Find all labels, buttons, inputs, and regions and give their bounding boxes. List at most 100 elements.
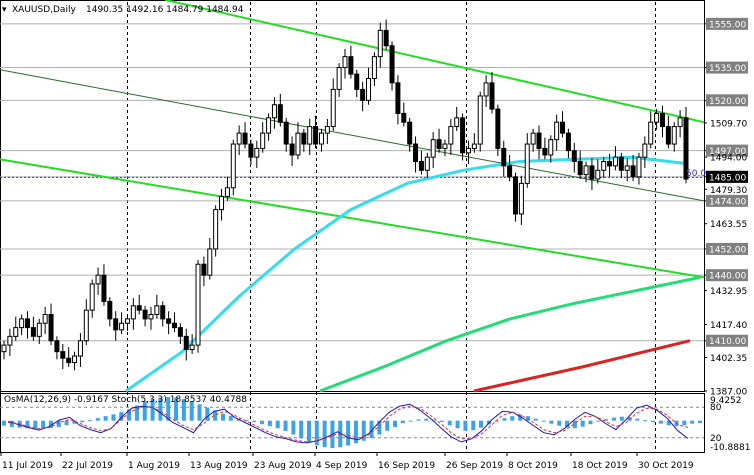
candle-body[interactable] (1, 344, 7, 353)
candle-body[interactable] (283, 121, 289, 145)
candle-body[interactable] (166, 318, 172, 324)
candle-body[interactable] (289, 143, 295, 156)
candle-body[interactable] (442, 143, 448, 149)
candle-body[interactable] (360, 88, 366, 101)
candle-body[interactable] (277, 104, 283, 123)
candle-body[interactable] (183, 335, 189, 350)
candle-body[interactable] (448, 126, 454, 145)
candle-body[interactable] (348, 56, 354, 75)
candle-body[interactable] (42, 314, 48, 324)
candle-body[interactable] (460, 117, 466, 154)
candle-body[interactable] (89, 283, 95, 311)
candle-body[interactable] (136, 305, 142, 311)
candle-body[interactable] (601, 161, 607, 171)
candle-body[interactable] (142, 309, 148, 320)
candle-body[interactable] (242, 132, 248, 145)
candle-body[interactable] (671, 126, 677, 145)
candle-body[interactable] (254, 147, 260, 158)
candle-body[interactable] (107, 300, 113, 320)
candle-body[interactable] (201, 263, 207, 276)
candle-body[interactable] (518, 182, 524, 215)
candle-body[interactable] (77, 340, 83, 357)
candle-body[interactable] (83, 309, 89, 342)
candle-body[interactable] (101, 274, 107, 302)
candle-body[interactable] (577, 161, 583, 176)
candle-body[interactable] (189, 344, 195, 350)
candle-body[interactable] (548, 139, 554, 156)
candle-body[interactable] (7, 335, 13, 346)
candle-body[interactable] (213, 209, 219, 250)
candle-body[interactable] (524, 143, 530, 184)
candle-body[interactable] (271, 104, 277, 119)
candle-body[interactable] (248, 143, 254, 158)
candle-body[interactable] (618, 156, 624, 171)
candle-body[interactable] (230, 143, 236, 189)
candle-body[interactable] (483, 82, 489, 97)
candle-body[interactable] (612, 156, 618, 167)
candle-body[interactable] (54, 340, 60, 353)
candle-body[interactable] (160, 305, 166, 320)
candle-body[interactable] (489, 82, 495, 110)
candle-body[interactable] (642, 143, 648, 158)
candle-body[interactable] (301, 132, 307, 145)
candle-body[interactable] (536, 132, 542, 149)
candle-body[interactable] (318, 132, 324, 145)
candle-body[interactable] (513, 176, 518, 215)
candle-body[interactable] (583, 165, 589, 176)
candle-body[interactable] (530, 132, 536, 145)
candle-body[interactable] (571, 150, 577, 163)
candle-body[interactable] (36, 322, 42, 337)
candle-body[interactable] (324, 126, 330, 134)
candle-body[interactable] (266, 117, 272, 134)
candle-body[interactable] (13, 327, 19, 337)
candle-body[interactable] (418, 161, 424, 171)
candle-body[interactable] (659, 112, 665, 128)
candle-body[interactable] (195, 263, 201, 346)
candle-body[interactable] (683, 117, 689, 180)
candle-body[interactable] (665, 126, 671, 145)
candle-body[interactable] (465, 147, 471, 154)
candle-body[interactable] (542, 147, 548, 156)
candle-body[interactable] (395, 82, 401, 114)
candle-body[interactable] (60, 351, 66, 359)
candles[interactable] (1, 19, 689, 371)
candle-body[interactable] (95, 274, 101, 285)
candle-body[interactable] (172, 322, 177, 329)
candle-body[interactable] (595, 169, 601, 180)
candle-body[interactable] (236, 132, 242, 145)
candle-body[interactable] (260, 132, 266, 149)
candle-body[interactable] (48, 314, 54, 342)
candle-body[interactable] (354, 73, 360, 90)
candle-body[interactable] (342, 56, 348, 69)
candle-body[interactable] (554, 121, 560, 141)
candle-body[interactable] (72, 355, 78, 364)
candle-body[interactable] (407, 121, 413, 145)
candle-body[interactable] (130, 305, 136, 320)
candle-body[interactable] (654, 112, 660, 123)
candle-body[interactable] (436, 139, 442, 149)
candle-body[interactable] (677, 117, 683, 128)
candle-body[interactable] (148, 314, 154, 320)
candle-body[interactable] (25, 318, 31, 329)
candle-body[interactable] (124, 318, 130, 324)
candle-body[interactable] (113, 318, 119, 331)
candle-body[interactable] (624, 165, 630, 171)
candle-body[interactable] (207, 248, 213, 276)
candle-body[interactable] (313, 126, 319, 145)
candle-body[interactable] (507, 165, 513, 178)
candle-body[interactable] (119, 322, 125, 331)
candle-body[interactable] (430, 139, 436, 158)
candle-body[interactable] (560, 121, 566, 134)
candle-body[interactable] (307, 126, 313, 145)
candle-body[interactable] (389, 45, 395, 84)
candle-body[interactable] (366, 77, 372, 101)
candle-body[interactable] (177, 327, 183, 337)
candle-body[interactable] (377, 29, 383, 58)
candle-body[interactable] (648, 121, 654, 145)
candle-body[interactable] (19, 318, 25, 329)
candle-body[interactable] (219, 196, 225, 211)
candle-body[interactable] (495, 108, 501, 149)
candle-body[interactable] (383, 29, 389, 47)
candle-body[interactable] (630, 165, 636, 178)
